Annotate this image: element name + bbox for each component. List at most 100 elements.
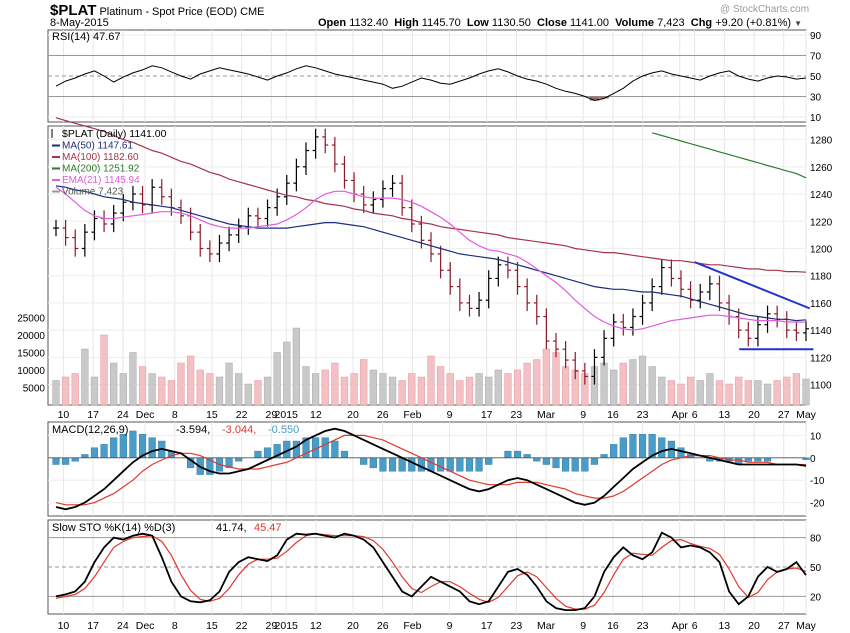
- volume-bar: [610, 369, 618, 406]
- legend-label: MA(200) 1251.92: [62, 164, 140, 175]
- volume-bar: [350, 373, 358, 406]
- macd-histogram-bar: [71, 457, 79, 462]
- x-tick-label: 12: [310, 409, 322, 421]
- price-tick-label: 1160: [810, 299, 832, 310]
- macd-tick-label: 0: [810, 454, 816, 465]
- volume-bar: [754, 380, 762, 406]
- volume-bar: [196, 369, 204, 406]
- x-tick-label-bottom: 20: [347, 620, 359, 632]
- volume-bar: [206, 373, 214, 406]
- macd-histogram-bar: [100, 444, 108, 459]
- price-tick-label: 1100: [810, 381, 832, 392]
- sto-d-line: [55, 533, 807, 610]
- legend-label: MA(100) 1182.60: [62, 152, 139, 163]
- x-tick-label-bottom: 10: [58, 620, 70, 632]
- volume-bar: [446, 373, 454, 406]
- volume-bar: [706, 373, 714, 406]
- x-tick-label: 10: [58, 409, 70, 421]
- macd-histogram-bar: [321, 437, 329, 459]
- price-tick-label: 1140: [810, 326, 832, 337]
- macd-histogram-bar: [62, 457, 70, 465]
- macd-histogram-bar: [658, 437, 666, 459]
- x-tick-label-bottom: 20: [748, 620, 760, 632]
- macd-tick-label: -10: [810, 476, 825, 487]
- x-tick-label-bottom: 15: [206, 620, 218, 632]
- macd-histogram-bar: [581, 457, 589, 472]
- macd-histogram-bar: [379, 457, 387, 472]
- x-tick-label-bottom: 8: [172, 620, 178, 632]
- volume-bar: [340, 376, 349, 406]
- close-label: Close: [537, 17, 567, 29]
- x-tick-label: Dec: [136, 409, 155, 421]
- volume-bar: [283, 341, 291, 406]
- macd-histogram-bar: [90, 447, 99, 459]
- x-tick-label: 23: [511, 409, 523, 421]
- sto-k-value: 41.74,: [216, 522, 247, 534]
- volume-tick-label: 20000: [17, 331, 45, 342]
- instrument-subtitle: - Spot Price (EOD): [142, 6, 238, 18]
- x-tick-label-bottom: 17: [481, 620, 493, 632]
- low-label: Low: [466, 17, 489, 29]
- x-tick-label: Mar: [537, 409, 556, 421]
- sto-d-value: 45.47: [254, 522, 282, 534]
- x-tick-label-bottom: 9: [580, 620, 586, 632]
- volume-bar: [504, 373, 512, 406]
- volume-bar: [523, 362, 531, 406]
- volume-bar: [648, 366, 656, 406]
- rsi-tick-label: 70: [810, 52, 822, 63]
- sto-tick-label: 50: [810, 563, 822, 574]
- macd-histogram-bar: [360, 457, 368, 465]
- rsi-line: [55, 65, 807, 102]
- macd-histogram-bar: [369, 457, 377, 469]
- macd-histogram-bar: [129, 430, 137, 459]
- x-tick-label: Apr: [672, 409, 689, 421]
- volume-bar: [90, 376, 99, 406]
- macd-histogram-bar: [446, 457, 454, 472]
- rsi-tick-label: 90: [810, 31, 822, 42]
- sto-label: Slow STO %K(14) %D(3): [52, 522, 175, 534]
- x-tick-label: Feb: [403, 409, 421, 421]
- high-label: High: [394, 17, 419, 29]
- sto-tick-label: 20: [810, 592, 822, 603]
- volume-bar: [129, 352, 137, 406]
- macd-histogram-bar: [437, 457, 445, 472]
- macd-histogram-bar: [110, 437, 118, 459]
- rsi-tick-label: 10: [810, 113, 822, 124]
- x-tick-label: 17: [481, 409, 493, 421]
- volume-label: Volume: [615, 17, 655, 29]
- macd-histogram-bar: [533, 457, 541, 462]
- volume-bar: [485, 376, 493, 406]
- panel-frame-price: [47, 125, 807, 406]
- x-tick-label: 20: [347, 409, 359, 421]
- macd-signal-value: -3.044,: [222, 424, 256, 436]
- x-tick-label: 2015: [275, 409, 299, 421]
- volume-bar: [513, 369, 522, 406]
- macd-histogram-bar: [610, 444, 618, 459]
- macd-histogram-bar: [235, 457, 243, 462]
- macd-histogram-bar: [590, 457, 599, 465]
- x-tick-label: 27: [778, 409, 790, 421]
- ma50-line: [55, 185, 807, 322]
- open-label: Open: [318, 17, 347, 29]
- x-tick-label: May: [796, 409, 817, 421]
- x-tick-label-bottom: 29: [266, 620, 278, 632]
- volume-bar: [408, 373, 416, 406]
- volume-bar: [658, 376, 666, 406]
- macd-histogram-bar: [619, 437, 627, 459]
- macd-histogram-bar: [600, 454, 608, 459]
- x-tick-label-bottom: Feb: [403, 620, 421, 632]
- ema21-line: [55, 186, 807, 331]
- volume-bar: [398, 380, 406, 406]
- x-tick-label-bottom: 24: [117, 620, 129, 632]
- volume-value: 7,423: [657, 17, 685, 29]
- price-tick-label: 1120: [810, 353, 832, 364]
- macd-histogram-bar: [81, 454, 89, 459]
- volume-bar: [167, 380, 175, 406]
- x-tick-label: 17: [87, 409, 99, 421]
- rsi-tick-label: 30: [810, 92, 822, 103]
- volume-bar: [417, 376, 425, 406]
- macd-histogram-bar: [119, 434, 127, 459]
- volume-bar: [427, 355, 435, 406]
- volume-bar: [638, 355, 647, 406]
